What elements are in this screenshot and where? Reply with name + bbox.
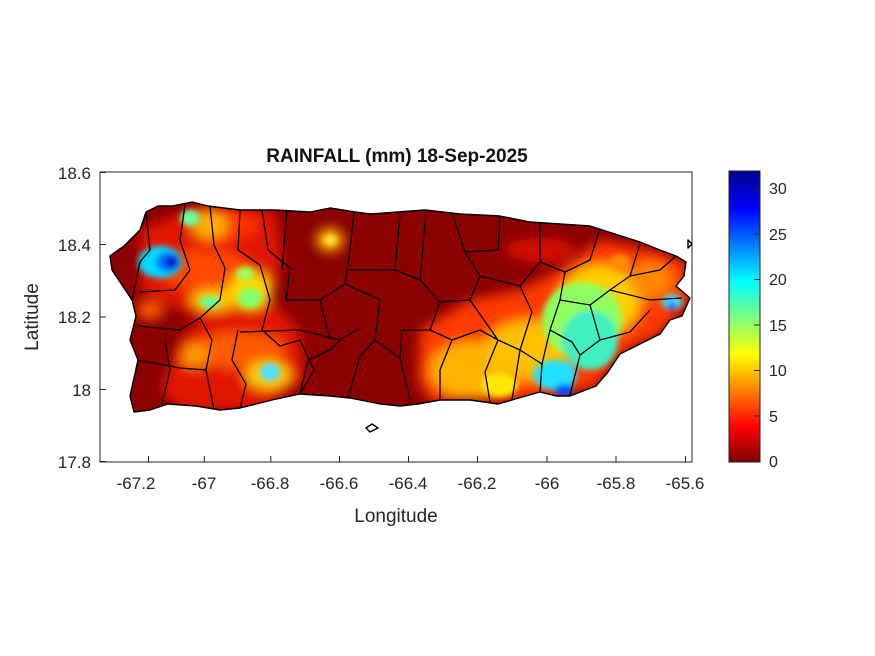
x-tick-label: -66.2 — [458, 474, 497, 493]
caja-de-muertos-island — [365, 423, 379, 433]
y-tick-label: 18.4 — [58, 236, 91, 255]
colorbar-tick-label: 30 — [769, 181, 787, 198]
x-axis-label: Longitude — [354, 506, 437, 527]
x-tick-label: -66 — [535, 474, 560, 493]
colorbar-tick-label: 5 — [769, 409, 778, 426]
colorbar-tick-label: 20 — [769, 272, 787, 289]
colorbar-tick-label: 0 — [769, 454, 778, 471]
x-axis: -67.2 -67 -66.8 -66.6 -66.4 -66.2 -66 -6… — [117, 456, 705, 527]
y-axis: 18.6 18.4 18.2 18 17.8 Latitude — [22, 164, 106, 472]
municipality-borders — [131, 204, 683, 411]
x-tick-label: -66.4 — [389, 474, 428, 493]
x-tick-label: -67 — [192, 474, 217, 493]
x-tick-label: -66.6 — [320, 474, 359, 493]
x-tick-label: -65.8 — [597, 474, 636, 493]
y-tick-label: 17.8 — [58, 453, 91, 472]
y-tick-label: 18.6 — [58, 164, 91, 183]
x-tick-label: -66.8 — [251, 474, 290, 493]
colorbar-gradient — [728, 170, 761, 463]
colorbar: 30 25 20 15 10 5 0 — [728, 170, 787, 471]
x-tick-label: -67.2 — [117, 474, 156, 493]
y-tick-label: 18 — [72, 381, 91, 400]
y-axis-label: Latitude — [22, 283, 43, 351]
chart-title: RAINFALL (mm) 18-Sep-2025 — [266, 146, 528, 167]
x-tick-label: -65.6 — [666, 474, 705, 493]
rainfall-raster — [110, 202, 690, 412]
culebrita-coast — [687, 239, 693, 249]
colorbar-tick-label: 15 — [769, 318, 787, 335]
y-tick-label: 18.2 — [58, 308, 91, 327]
colorbar-tick-label: 25 — [769, 227, 787, 244]
colorbar-tick-label: 10 — [769, 363, 787, 380]
